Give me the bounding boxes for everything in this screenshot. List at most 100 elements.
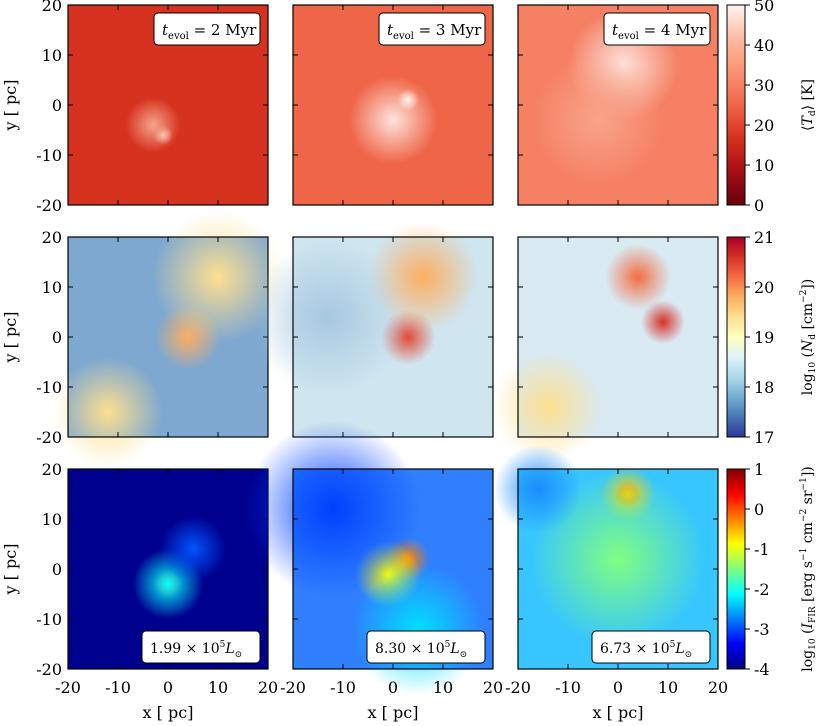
colorbar-tick-label: -1 <box>754 540 770 559</box>
x-tick-label: 10 <box>433 678 453 697</box>
y-tick-label: -10 <box>36 146 62 165</box>
panel-dust-temperature-3: tevol = 4 Myr <box>517 4 719 206</box>
luminosity-label-box <box>591 630 711 664</box>
colorbar-fir-intensity: -4 -3 -2 -1 0 1 log10 (IFIR [erg s−1 cm−2 sr−1… <box>726 460 818 679</box>
panels-layer: tevol = 2 Myr tevol = 3 Myr tevol = 4 Myr 1… <box>53 4 719 695</box>
colorbar-tick-label: 17 <box>754 428 774 447</box>
emission-feature <box>349 76 437 164</box>
colorbar-gradient <box>726 468 746 670</box>
x-axis-label: x [ pc] <box>368 703 419 722</box>
emission-feature <box>53 357 163 467</box>
time-label-box <box>153 12 261 46</box>
emission-feature <box>251 240 405 394</box>
x-tick-label: 20 <box>483 678 503 697</box>
panel-fir-intensity-3: 6.73 × 105L⊙ <box>494 445 719 670</box>
y-tick-label: -20 <box>36 660 62 679</box>
emission-feature <box>125 97 181 153</box>
colorbar-label: log10 (IFIR [erg s−1 cm−2 sr−1]) <box>799 466 818 672</box>
emission-feature <box>493 352 603 462</box>
colorbar-tick-label: 0 <box>754 196 764 215</box>
y-tick-label: 10 <box>42 46 62 65</box>
colorbar-tick-label: 1 <box>754 460 764 479</box>
time-label: tevol = 2 Myr <box>162 21 257 42</box>
emission-feature <box>532 54 664 186</box>
colorbar-tick-label: 40 <box>754 36 774 55</box>
x-tick-label: -10 <box>105 678 131 697</box>
colorbars-layer: 0 10 20 30 40 50 ⟨Td⟩ [K] 17 18 19 20 21 log10 (Nd [… <box>726 0 818 679</box>
y-tick-label: 20 <box>42 228 62 247</box>
y-axis-label: y [ pc] <box>1 312 20 364</box>
colorbar-gradient <box>726 236 746 438</box>
colorbar-tick-label: 20 <box>754 278 774 297</box>
y-tick-label: -10 <box>36 378 62 397</box>
panel-dust-column-density-1 <box>53 211 284 467</box>
panel-dust-column-density-2 <box>251 222 494 438</box>
x-tick-label: 0 <box>388 678 398 697</box>
colorbar-tick-label: 18 <box>754 378 774 397</box>
y-tick-label: 10 <box>42 278 62 297</box>
x-tick-label: 10 <box>658 678 678 697</box>
colorbar-tick-label: 50 <box>754 0 774 15</box>
luminosity-label-box <box>141 630 261 664</box>
colorbar-tick-label: -3 <box>754 620 770 639</box>
colorbar-dust-column-density: 17 18 19 20 21 log10 (Nd [cm−2]) <box>726 228 818 447</box>
colorbar-tick-label: -4 <box>754 660 770 679</box>
emission-feature <box>530 471 706 647</box>
x-tick-label: -20 <box>280 678 306 697</box>
time-label-box <box>603 12 711 46</box>
time-label: tevol = 4 Myr <box>612 21 707 42</box>
colorbar-tick-label: 19 <box>754 328 774 347</box>
colorbar-label: log10 (Nd [cm−2]) <box>799 279 818 396</box>
luminosity-label-box <box>366 630 486 664</box>
x-tick-label: 20 <box>258 678 278 697</box>
luminosity-label: 6.73 × 105L⊙ <box>600 640 692 660</box>
y-tick-label: -20 <box>36 428 62 447</box>
time-label: tevol = 3 Myr <box>387 21 482 42</box>
emission-feature <box>160 516 226 582</box>
y-tick-label: 20 <box>42 0 62 15</box>
panel-fir-intensity-1: 1.99 × 105L⊙ <box>67 468 269 670</box>
x-tick-label: -20 <box>55 678 81 697</box>
x-tick-label: 20 <box>708 678 728 697</box>
x-tick-label: 10 <box>208 678 228 697</box>
emission-feature <box>494 445 582 533</box>
x-tick-label: -10 <box>330 678 356 697</box>
y-tick-label: 0 <box>52 328 62 347</box>
y-axis-label: y [ pc] <box>1 80 20 132</box>
emission-feature <box>152 211 284 343</box>
panel-dust-temperature-1: tevol = 2 Myr <box>67 4 269 206</box>
y-axis-label: y [ pc] <box>1 544 20 596</box>
emission-feature <box>245 421 421 597</box>
y-tick-label: 0 <box>52 560 62 579</box>
colorbar-gradient <box>726 4 746 206</box>
emission-feature <box>605 244 671 310</box>
panel-fir-intensity-2: 8.30 × 105L⊙ <box>245 421 494 695</box>
x-tick-label: 0 <box>163 678 173 697</box>
y-tick-label: 20 <box>42 460 62 479</box>
y-tick-label: -20 <box>36 196 62 215</box>
colorbar-tick-label: 30 <box>754 76 774 95</box>
colorbar-tick-label: 10 <box>754 156 774 175</box>
colorbar-label: ⟨Td⟩ [K] <box>800 79 818 131</box>
colorbar-tick-label: 21 <box>754 228 774 247</box>
emission-feature <box>352 563 484 695</box>
time-label-box <box>378 12 486 46</box>
luminosity-label: 8.30 × 105L⊙ <box>375 640 467 660</box>
panel-dust-column-density-3 <box>493 236 719 462</box>
y-tick-label: -10 <box>36 610 62 629</box>
y-tick-label: 10 <box>42 510 62 529</box>
x-axis-label: x [ pc] <box>593 703 644 722</box>
y-tick-label: 0 <box>52 96 62 115</box>
colorbar-tick-label: -2 <box>754 580 770 599</box>
axes-layer: 20 10 0 -10 -20 y [ pc] 20 10 0 -10 -20 y [ pc] 20 10… <box>1 0 728 722</box>
x-tick-label: -20 <box>505 678 531 697</box>
x-tick-label: 0 <box>613 678 623 697</box>
panel-dust-temperature-2: tevol = 3 Myr <box>292 4 494 206</box>
colorbar-tick-label: 20 <box>754 116 774 135</box>
emission-feature <box>397 89 419 111</box>
colorbar-dust-temperature: 0 10 20 30 40 50 ⟨Td⟩ [K] <box>726 0 818 215</box>
x-axis-label: x [ pc] <box>143 703 194 722</box>
emission-feature <box>641 300 685 344</box>
x-tick-label: -10 <box>555 678 581 697</box>
